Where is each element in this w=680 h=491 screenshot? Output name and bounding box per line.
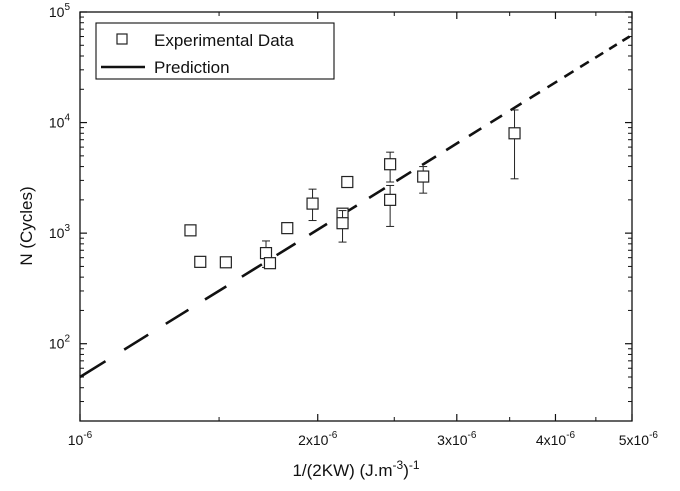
data-point — [341, 175, 354, 189]
y-tick-label: 102 — [49, 334, 71, 352]
prediction-dash — [241, 263, 263, 278]
y-tick-label: 104 — [49, 113, 71, 131]
data-point — [417, 166, 430, 194]
x-tick-label: 4x10-6 — [536, 430, 576, 448]
legend-label-experimental: Experimental Data — [154, 31, 294, 50]
prediction-dash — [563, 70, 575, 79]
data-point — [384, 184, 397, 227]
data-point — [219, 256, 232, 269]
data-marker — [259, 246, 273, 260]
data-marker — [341, 175, 354, 189]
data-marker — [306, 197, 319, 210]
data-marker — [281, 222, 294, 235]
data-point — [184, 224, 197, 237]
legend: Experimental Data Prediction — [95, 22, 335, 80]
plot-frame — [79, 11, 633, 422]
x-axis-title-sup2: -1 — [409, 458, 420, 472]
prediction-dash — [621, 35, 631, 43]
legend-label-prediction: Prediction — [154, 58, 230, 77]
data-point — [508, 109, 521, 180]
x-axis-title: 1/(2KW) (J.m-3)-1 — [292, 458, 419, 480]
legend-marker-experimental — [116, 33, 128, 45]
data-marker — [184, 224, 197, 237]
x-axis-title-sup1: -3 — [393, 458, 404, 472]
x-tick-label: 3x10-6 — [437, 430, 477, 448]
prediction-dash — [594, 51, 604, 59]
x-axis-title-main: 1/(2KW) (J.m — [292, 461, 392, 480]
y-tick-label: 105 — [49, 2, 71, 20]
data-marker — [417, 170, 430, 183]
x-tick-label: 2x10-6 — [298, 430, 338, 448]
data-marker — [384, 193, 397, 206]
data-point — [263, 257, 277, 270]
prediction-dash — [528, 90, 541, 100]
prediction-dash — [395, 170, 412, 183]
prediction-dash — [509, 102, 523, 112]
prediction-dash — [468, 127, 482, 138]
data-marker — [194, 255, 207, 268]
data-marker — [384, 158, 397, 171]
prediction-dash — [546, 80, 558, 89]
prediction-dash — [204, 285, 227, 301]
y-tick-label: 103 — [49, 223, 71, 241]
data-marker — [508, 127, 521, 140]
x-tick-label: 10-6 — [68, 430, 93, 448]
data-marker — [336, 217, 349, 230]
y-axis-title: N (Cycles) — [17, 186, 36, 265]
prediction-dash — [275, 242, 297, 257]
prediction-line — [79, 35, 631, 379]
x-tick-label: 5x10-6 — [619, 430, 659, 448]
prediction-dash — [165, 308, 190, 325]
data-point — [384, 151, 397, 183]
data-marker — [263, 257, 277, 270]
prediction-dash — [608, 43, 618, 51]
prediction-dash — [308, 222, 328, 237]
prediction-dash — [489, 114, 503, 124]
prediction-dash — [421, 155, 437, 167]
prediction-dash — [368, 186, 386, 200]
x-axis-title-mid: ) — [403, 461, 409, 480]
prediction-dash — [79, 360, 107, 379]
prediction-dash — [445, 140, 460, 152]
data-point — [281, 222, 294, 235]
data-marker — [219, 256, 232, 269]
prediction-dash — [579, 60, 590, 69]
data-point — [306, 188, 319, 222]
prediction-dash — [123, 333, 149, 351]
data-point — [336, 210, 349, 243]
data-point — [194, 255, 207, 268]
legend-box — [95, 22, 335, 80]
